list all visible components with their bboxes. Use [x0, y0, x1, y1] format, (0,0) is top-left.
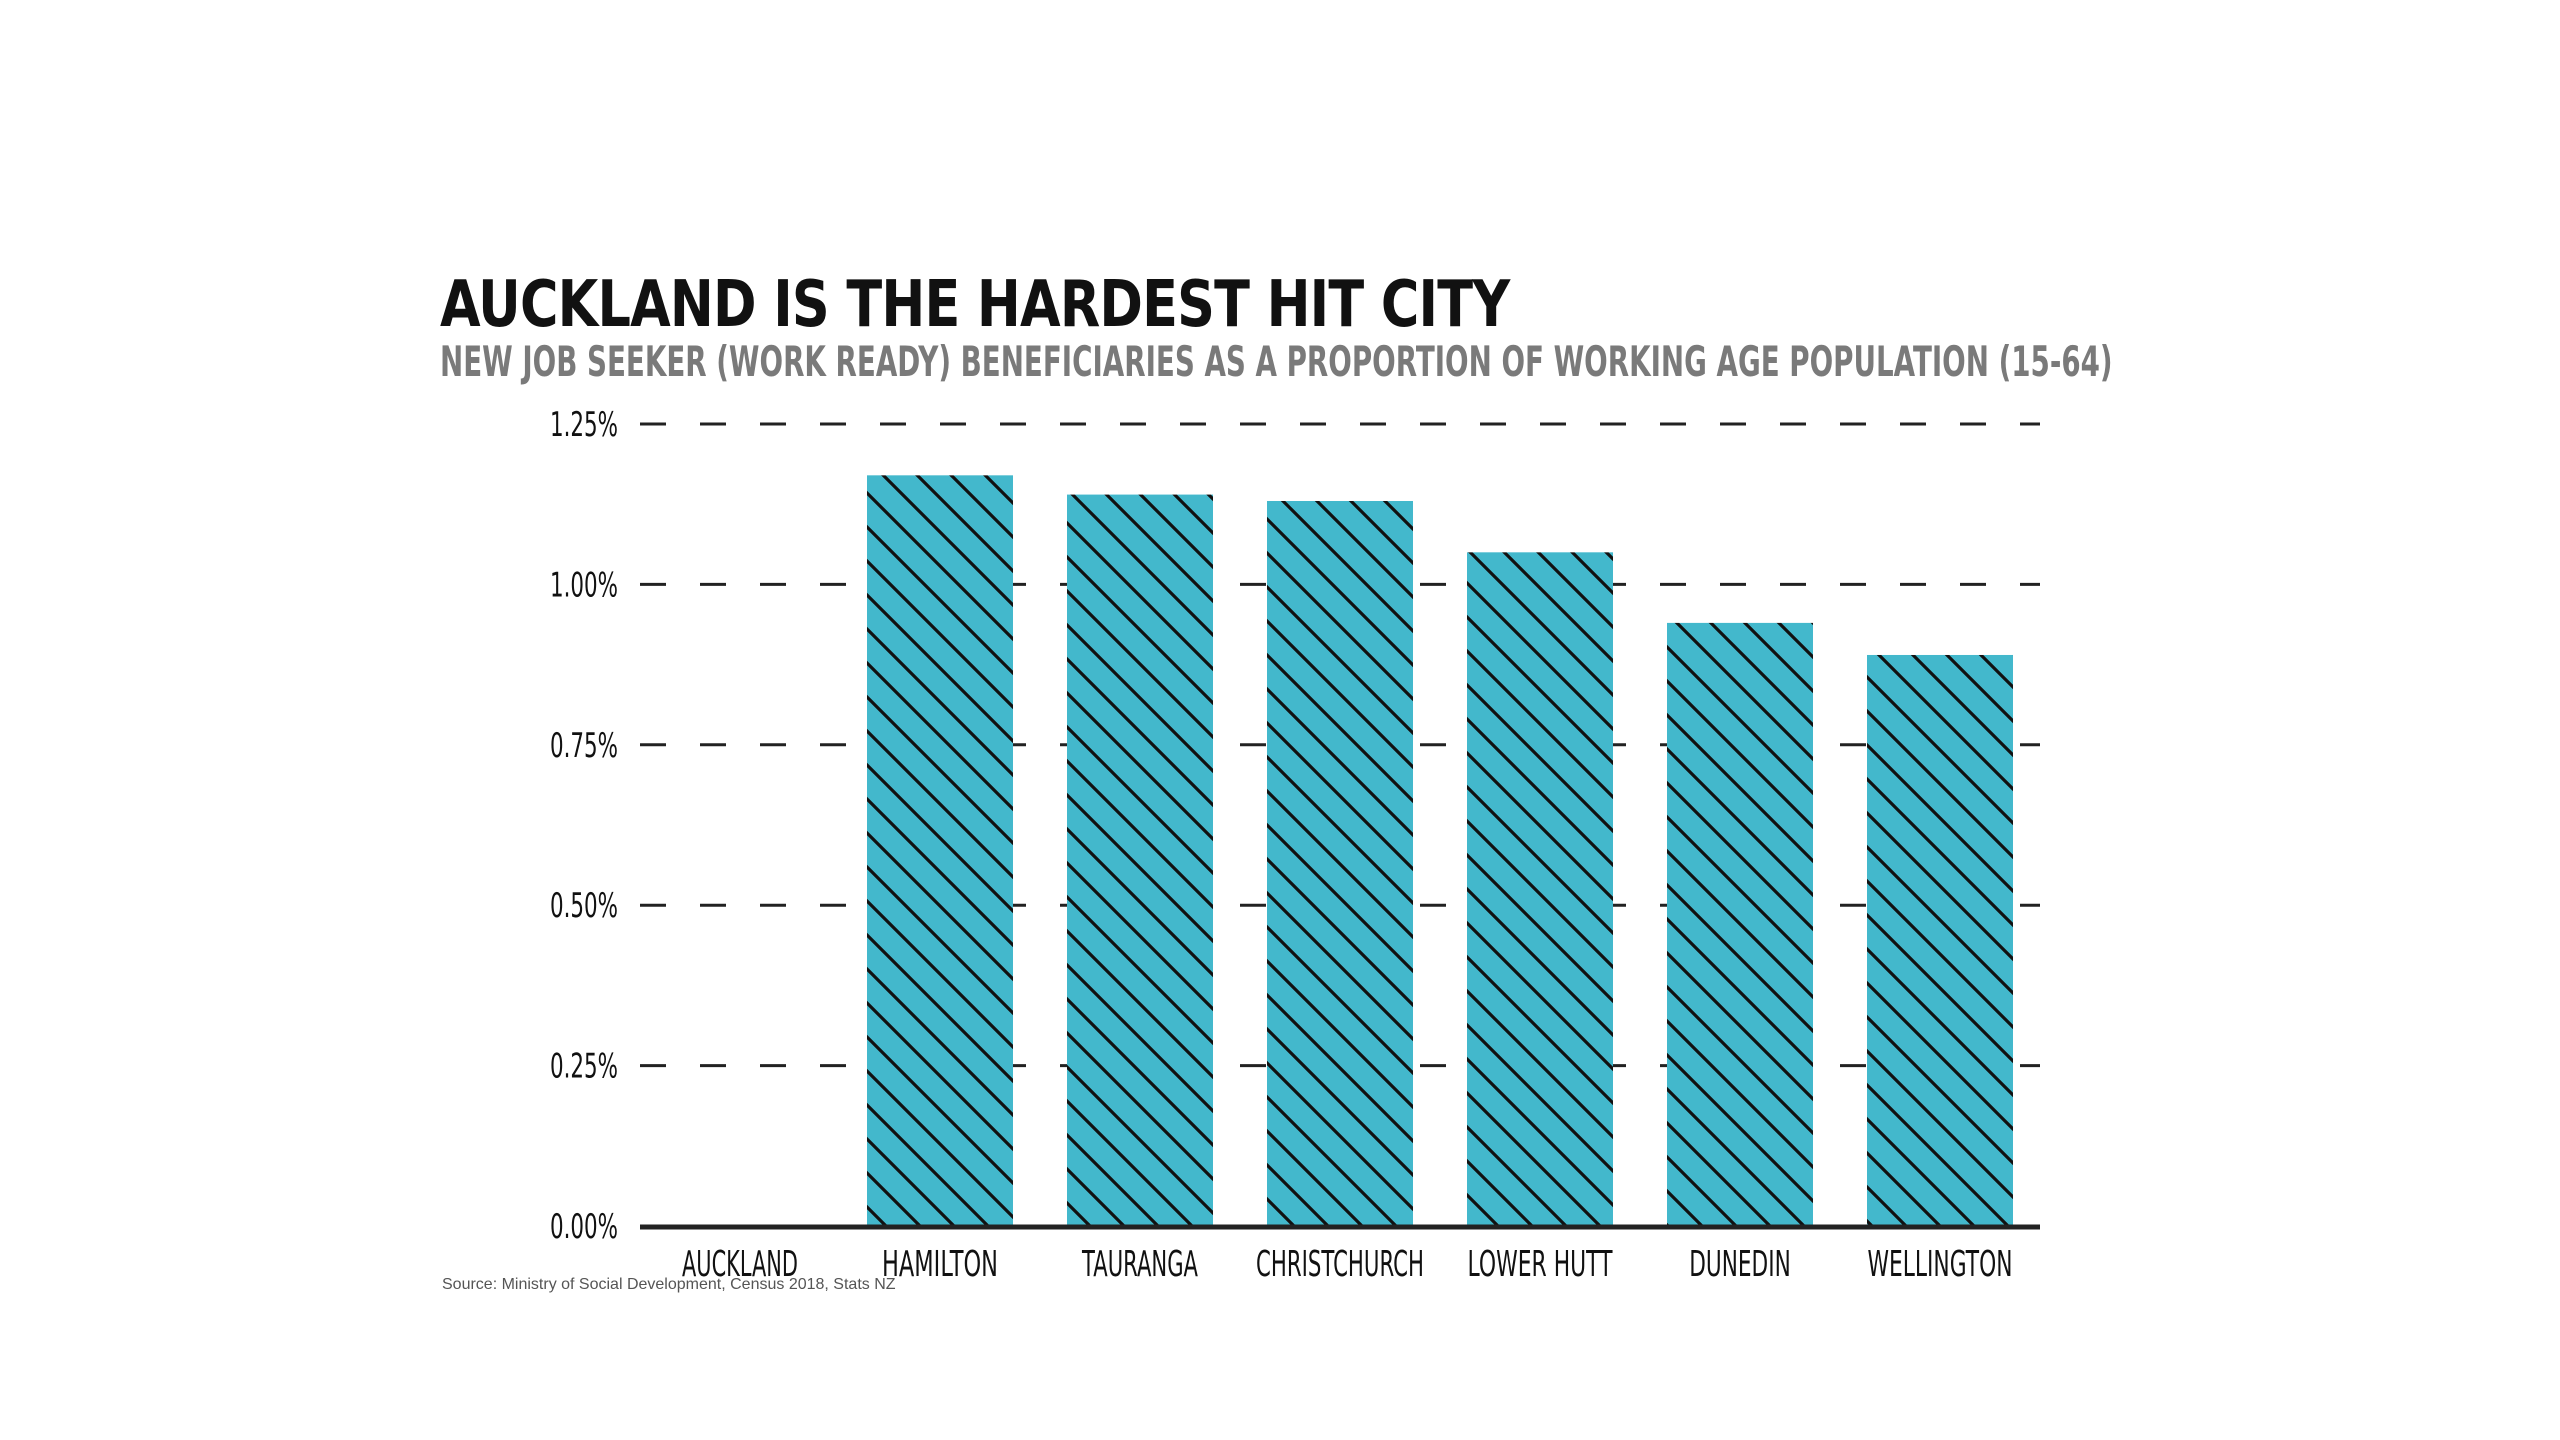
chart-source: Source: Ministry of Social Development, … — [442, 1276, 896, 1293]
bars — [867, 475, 2013, 1226]
y-tick-label: 0.00% — [550, 1207, 618, 1247]
x-tick-label: TAURANGA — [1081, 1244, 1198, 1285]
chart-subtitle: NEW JOB SEEKER (WORK READY) BENEFICIARIE… — [440, 337, 2113, 386]
y-tick-label: 0.75% — [550, 726, 618, 766]
x-tick-label: WELLINGTON — [1868, 1244, 2013, 1285]
bar-dunedin — [1667, 622, 1813, 1226]
x-tick-label: AUCKLAND — [682, 1244, 798, 1285]
y-tick-label: 0.25% — [550, 1047, 618, 1087]
y-axis: 0.00% 0.25% 0.50% 0.75% 1.00% 1.25% — [550, 405, 618, 1247]
chart-title: AUCKLAND IS THE HARDEST HIT CITY — [440, 268, 1510, 342]
y-tick-label: 1.00% — [550, 565, 618, 605]
bar-christchurch — [1267, 500, 1413, 1226]
bar-lower-hutt — [1467, 552, 1613, 1226]
bar-tauranga — [1067, 494, 1213, 1226]
bar-hamilton — [867, 475, 1013, 1226]
x-tick-label: HAMILTON — [882, 1244, 998, 1285]
y-tick-label: 0.50% — [550, 886, 618, 926]
x-tick-label: LOWER HUTT — [1468, 1244, 1614, 1285]
y-tick-label: 1.25% — [550, 405, 618, 445]
bar-wellington — [1867, 654, 2013, 1226]
x-tick-label: CHRISTCHURCH — [1256, 1244, 1424, 1285]
x-axis: AUCKLAND HAMILTON TAURANGA CHRISTCHURCH LOWE… — [682, 1244, 2013, 1285]
x-tick-label: DUNEDIN — [1689, 1244, 1791, 1285]
